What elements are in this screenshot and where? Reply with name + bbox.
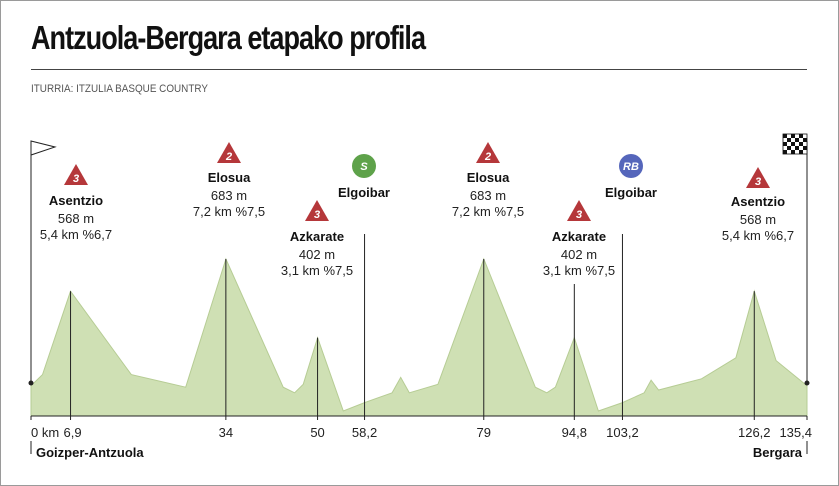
point-detail: 3,1 km %7,5 bbox=[281, 263, 353, 278]
climb-category-icon bbox=[746, 167, 770, 188]
finish-flag-cell bbox=[787, 150, 791, 154]
point-name: Azkarate bbox=[552, 229, 606, 244]
marker-badge-label: S bbox=[360, 161, 368, 173]
finish-flag-cell bbox=[799, 146, 803, 150]
marker-badge-label: 2 bbox=[484, 151, 491, 163]
point-name: Azkarate bbox=[290, 229, 344, 244]
finish-flag-cell bbox=[791, 146, 795, 150]
x-tick-label: 103,2 bbox=[606, 425, 639, 440]
point-name: Elgoibar bbox=[605, 185, 657, 200]
finish-flag-cell bbox=[787, 134, 791, 138]
finish-flag-border bbox=[782, 133, 808, 155]
point-name: Elgoibar bbox=[338, 185, 390, 200]
point-detail: 3,1 km %7,5 bbox=[543, 263, 615, 278]
finish-flag-cell bbox=[803, 150, 807, 154]
point-name: Elosua bbox=[208, 170, 251, 185]
x-tick-label: 79 bbox=[477, 425, 491, 440]
finish-flag-cell bbox=[791, 150, 795, 154]
source-note: ITURRIA: ITZULIA BASQUE COUNTRY bbox=[31, 83, 208, 95]
finish-flag-cell bbox=[791, 142, 795, 146]
x-tick-label: 58,2 bbox=[352, 425, 377, 440]
climb-category-icon bbox=[476, 142, 500, 163]
profile-area bbox=[30, 257, 808, 417]
x-tick-label: 135,4 bbox=[779, 425, 812, 440]
finish-flag-cell bbox=[787, 138, 791, 142]
marker-badge-label: 3 bbox=[755, 176, 761, 188]
point-detail: 683 m bbox=[211, 188, 247, 203]
finish-flag-cell bbox=[783, 142, 787, 146]
climb-category-icon bbox=[64, 164, 88, 185]
town-label: Goizper-Antzuola bbox=[36, 445, 144, 460]
x-tick-label: 0 km bbox=[31, 425, 59, 440]
finish-flag-cell bbox=[787, 146, 791, 150]
chart-title: Antzuola-Bergara etapako profila bbox=[31, 19, 426, 56]
point-detail: 402 m bbox=[561, 247, 597, 262]
sprint-icon bbox=[352, 154, 376, 178]
point-detail: 683 m bbox=[470, 188, 506, 203]
finish-flag-cell bbox=[803, 146, 807, 150]
profile-area-group bbox=[30, 257, 808, 417]
finish-flag-cell bbox=[783, 146, 787, 150]
climb-category-icon bbox=[567, 200, 591, 221]
finish-flag-cell bbox=[795, 138, 799, 142]
finish-flag-cell bbox=[803, 138, 807, 142]
finish-flag-cell bbox=[795, 150, 799, 154]
point-detail: 5,4 km %6,7 bbox=[40, 227, 112, 242]
marker-badge-label: RB bbox=[623, 161, 639, 173]
finish-flag-cell bbox=[783, 138, 787, 142]
point-detail: 7,2 km %7,5 bbox=[193, 204, 265, 219]
finish-flag-cell bbox=[791, 138, 795, 142]
point-detail: 7,2 km %7,5 bbox=[452, 204, 524, 219]
flags-group bbox=[30, 133, 808, 156]
point-detail: 568 m bbox=[740, 212, 776, 227]
finish-flag-cell bbox=[795, 146, 799, 150]
point-name: Asentzio bbox=[731, 194, 785, 209]
finish-flag-cell bbox=[795, 142, 799, 146]
finish-flag-cell bbox=[791, 134, 795, 138]
start-flag bbox=[30, 140, 57, 156]
x-tick-label: 6,9 bbox=[64, 425, 82, 440]
x-tick-label: 34 bbox=[219, 425, 233, 440]
point-name: Asentzio bbox=[49, 193, 103, 208]
point-detail: 568 m bbox=[58, 211, 94, 226]
x-tick-label: 126,2 bbox=[738, 425, 771, 440]
climb-category-icon bbox=[305, 200, 329, 221]
point-name: Elosua bbox=[467, 170, 510, 185]
finish-flag bbox=[782, 133, 808, 155]
finish-flag-cell bbox=[799, 142, 803, 146]
marker-lines-group bbox=[28, 141, 810, 416]
finish-flag-cell bbox=[783, 150, 787, 154]
marker-badge-label: 3 bbox=[73, 173, 79, 185]
finish-flag-cell bbox=[799, 150, 803, 154]
x-tick-label: 94,8 bbox=[562, 425, 587, 440]
finish-flag-cell bbox=[803, 134, 807, 138]
finish-flag-cell bbox=[799, 138, 803, 142]
marker-badge-label: 2 bbox=[225, 151, 232, 163]
finish-flag-cell bbox=[783, 134, 787, 138]
finish-flag-cell bbox=[803, 142, 807, 146]
title-rule bbox=[31, 69, 807, 70]
finish-flag-cell bbox=[787, 142, 791, 146]
x-axis-group: 0 km 6,9 34 50 58,2 79 94,8 103,2 126,2 135,4 Goiz… bbox=[30, 415, 812, 460]
finish-flag-cell bbox=[795, 134, 799, 138]
town-label: Bergara bbox=[753, 445, 803, 460]
bonus-sprint-icon bbox=[619, 154, 643, 178]
marker-badge-label: 3 bbox=[576, 209, 582, 221]
start-pole-dot bbox=[28, 380, 34, 386]
marker-badge-label: 3 bbox=[314, 209, 320, 221]
x-tick-label: 50 bbox=[310, 425, 324, 440]
finish-flag-cell bbox=[799, 134, 803, 138]
point-detail: 5,4 km %6,7 bbox=[722, 228, 794, 243]
point-detail: 402 m bbox=[299, 247, 335, 262]
finish-pole-dot bbox=[804, 380, 810, 386]
climb-category-icon bbox=[217, 142, 241, 163]
